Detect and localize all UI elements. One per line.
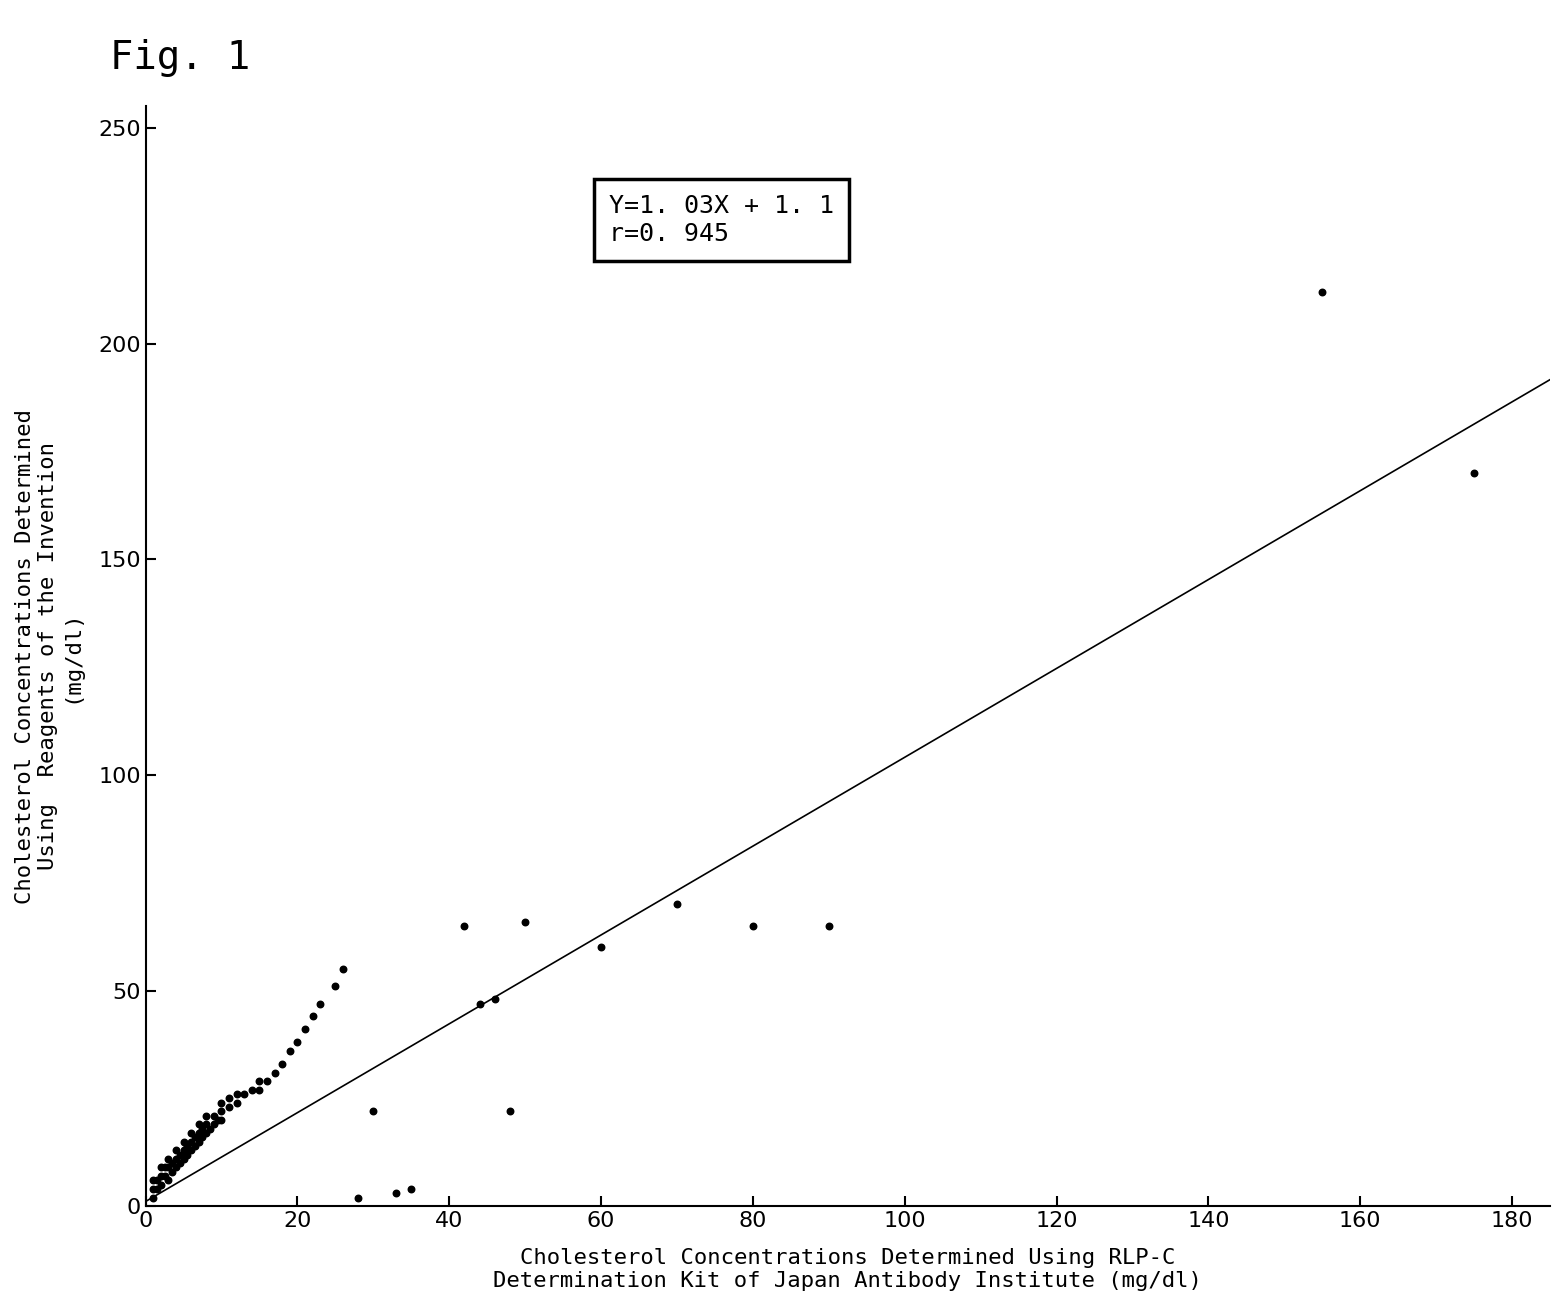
- Point: [194, 1122, 219, 1143]
- Point: [144, 1178, 169, 1199]
- Point: [232, 1084, 257, 1105]
- Point: [239, 1079, 264, 1100]
- Point: [194, 1114, 219, 1135]
- Point: [175, 1135, 200, 1156]
- Point: [160, 1161, 185, 1182]
- Point: [255, 1071, 280, 1092]
- Point: [1310, 281, 1335, 302]
- Text: Fig. 1: Fig. 1: [110, 39, 250, 77]
- Point: [285, 1032, 310, 1053]
- Point: [149, 1166, 174, 1187]
- Point: [149, 1174, 174, 1195]
- Point: [247, 1079, 272, 1100]
- Point: [194, 1105, 219, 1126]
- Point: [141, 1170, 166, 1191]
- Text: Y=1. 03X + 1. 1
r=0. 945: Y=1. 03X + 1. 1 r=0. 945: [609, 195, 834, 247]
- Point: [399, 1178, 424, 1199]
- Point: [205, 1110, 230, 1131]
- Point: [171, 1148, 196, 1169]
- Point: [482, 989, 507, 1010]
- Point: [210, 1110, 235, 1131]
- Point: [261, 1062, 286, 1083]
- Point: [293, 1019, 318, 1040]
- Point: [224, 1092, 249, 1113]
- Point: [322, 976, 347, 996]
- Point: [452, 916, 477, 936]
- Point: [144, 1170, 169, 1191]
- Point: [362, 1101, 387, 1122]
- Point: [216, 1097, 241, 1118]
- Point: [156, 1170, 182, 1191]
- Point: [171, 1140, 196, 1161]
- Point: [498, 1101, 523, 1122]
- Point: [210, 1092, 235, 1113]
- Point: [163, 1148, 188, 1169]
- Point: [308, 993, 333, 1013]
- Point: [152, 1157, 177, 1178]
- Point: [175, 1144, 200, 1165]
- Point: [149, 1157, 174, 1178]
- Y-axis label: Cholesterol Concentrations Determined
Using  Reagents of the Invention
(mg/dl): Cholesterol Concentrations Determined Us…: [16, 409, 81, 904]
- Point: [156, 1157, 182, 1178]
- Point: [171, 1131, 196, 1152]
- Point: [186, 1114, 211, 1135]
- Point: [183, 1127, 208, 1148]
- Point: [189, 1127, 214, 1148]
- Point: [178, 1140, 203, 1161]
- Point: [300, 1006, 326, 1027]
- Point: [141, 1178, 166, 1199]
- Point: [277, 1041, 302, 1062]
- Point: [1462, 462, 1487, 483]
- Point: [160, 1153, 185, 1174]
- Point: [186, 1131, 211, 1152]
- Point: [186, 1122, 211, 1143]
- Point: [183, 1135, 208, 1156]
- Point: [210, 1101, 235, 1122]
- Point: [167, 1144, 192, 1165]
- Point: [163, 1140, 188, 1161]
- Point: [269, 1054, 294, 1075]
- Point: [141, 1187, 166, 1208]
- Point: [178, 1131, 203, 1152]
- Point: [189, 1118, 214, 1139]
- Point: [178, 1122, 203, 1143]
- Point: [216, 1088, 241, 1109]
- Point: [156, 1148, 182, 1169]
- Point: [163, 1157, 188, 1178]
- Point: [588, 936, 613, 957]
- Point: [167, 1153, 192, 1174]
- Point: [330, 959, 355, 980]
- Point: [817, 916, 842, 936]
- Point: [466, 993, 491, 1013]
- Point: [197, 1118, 222, 1139]
- Point: [202, 1114, 227, 1135]
- Point: [383, 1183, 408, 1204]
- Point: [247, 1071, 272, 1092]
- X-axis label: Cholesterol Concentrations Determined Using RLP-C
Determination Kit of Japan Ant: Cholesterol Concentrations Determined Us…: [493, 1247, 1202, 1292]
- Point: [224, 1084, 249, 1105]
- Point: [346, 1187, 371, 1208]
- Point: [665, 893, 690, 914]
- Point: [513, 912, 538, 932]
- Point: [740, 916, 765, 936]
- Point: [202, 1105, 227, 1126]
- Point: [152, 1166, 177, 1187]
